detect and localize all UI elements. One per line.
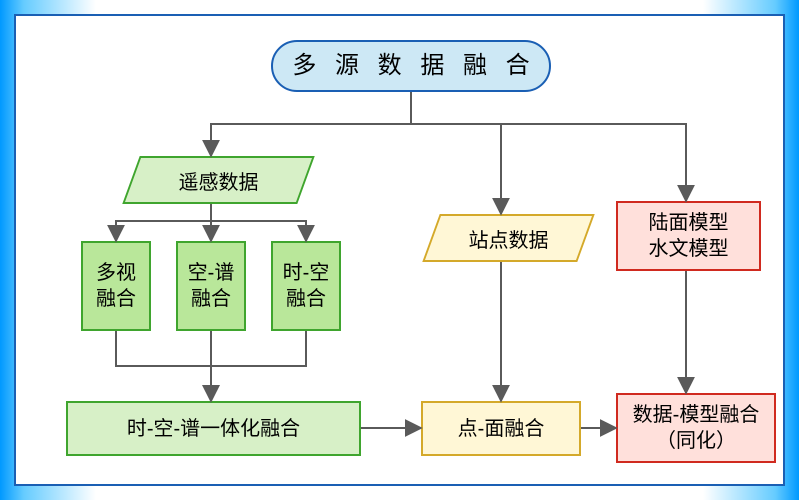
station-data-node: 站点数据 <box>431 214 586 262</box>
landmodel-label: 陆面模型水文模型 <box>649 210 729 262</box>
spatspec-label: 空-谱融合 <box>188 260 235 312</box>
spatial-spectral-node: 空-谱融合 <box>176 241 246 331</box>
datamodel-label: 数据-模型融合（同化） <box>633 402 760 454</box>
integrated-fusion-node: 时-空-谱一体化融合 <box>66 401 361 456</box>
title-node: 多 源 数 据 融 合 <box>271 40 551 92</box>
remote-sensing-node: 遥感数据 <box>131 156 306 204</box>
land-model-node: 陆面模型水文模型 <box>616 201 761 271</box>
data-model-fusion-node: 数据-模型融合（同化） <box>616 393 776 463</box>
point-surface-node: 点-面融合 <box>421 401 581 456</box>
title-label: 多 源 数 据 融 合 <box>292 50 535 81</box>
multiview-fusion-node: 多视融合 <box>81 241 151 331</box>
integrated-label: 时-空-谱一体化融合 <box>127 416 300 442</box>
spacetime-label: 时-空融合 <box>283 260 330 312</box>
pointsurf-label: 点-面融合 <box>458 416 545 442</box>
station-label: 站点数据 <box>469 224 549 253</box>
spatiotemporal-node: 时-空融合 <box>271 241 341 331</box>
remote-label: 遥感数据 <box>179 166 259 195</box>
multiview-label: 多视融合 <box>96 260 136 312</box>
